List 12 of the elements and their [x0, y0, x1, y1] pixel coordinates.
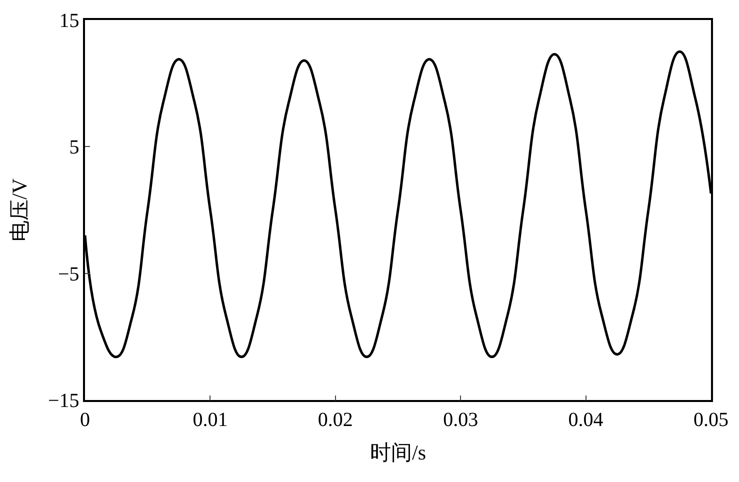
y-tick-label: 5	[69, 136, 80, 159]
x-tick-label: 0.01	[192, 408, 228, 431]
y-axis-title: 电压/V	[8, 178, 32, 242]
x-axis-title: 时间/s	[370, 440, 426, 464]
y-tick-label: −15	[48, 390, 80, 412]
x-tick-label: 0.03	[443, 408, 478, 431]
x-tick-label: 0	[80, 408, 90, 431]
x-tick-label: 0.04	[568, 408, 604, 431]
x-tick-label: 0.05	[694, 408, 728, 431]
y-tick-label: 15	[59, 10, 80, 32]
x-tick-label: 0.02	[318, 408, 353, 431]
y-tick-label: −5	[58, 263, 80, 286]
